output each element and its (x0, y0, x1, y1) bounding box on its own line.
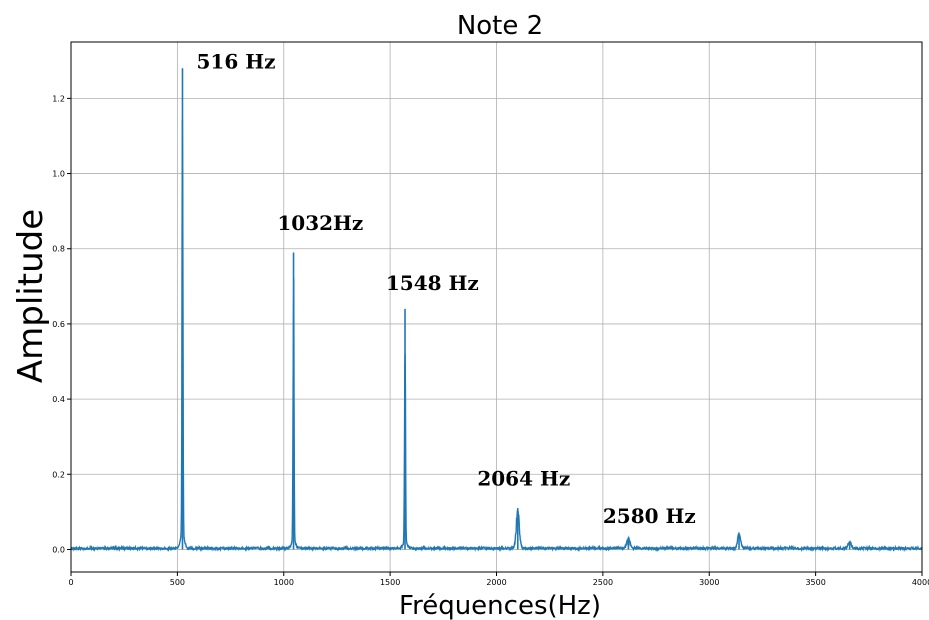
series-amplitude (70, 68, 923, 553)
peak-annotation: 516 Hz (197, 49, 276, 73)
y-tick-label: 0.2 (52, 470, 65, 479)
y-tick-label: 1.2 (52, 94, 65, 103)
y-tick-label: 0.6 (52, 320, 65, 329)
y-tick-label: 0.4 (52, 395, 65, 404)
y-tick-label: 0.8 (52, 245, 65, 254)
spectrum-line (70, 119, 923, 553)
x-tick-label: 3500 (805, 578, 825, 587)
grid (70, 42, 923, 572)
peak-annotation: 1032Hz (277, 211, 363, 235)
peak-annotation: 2064 Hz (477, 467, 570, 491)
y-axis-label: Amplitude (11, 209, 51, 383)
peak-annotation: 2580 Hz (603, 504, 696, 528)
chart-title: Note 2 (457, 11, 543, 41)
peak-annotations: 516 Hz 1032Hz 1548 Hz 2064 Hz 2580 Hz (197, 49, 696, 528)
y-tick-label: 0.0 (52, 545, 65, 554)
y-tick-label: 1.0 (52, 170, 65, 179)
x-tick-label: 2500 (593, 578, 613, 587)
x-tick-label: 2000 (486, 578, 506, 587)
x-tick-label: 1500 (380, 578, 400, 587)
y-axis-ticks: 0.0 0.2 0.4 0.6 0.8 1.0 1.2 (52, 94, 71, 554)
peak-annotation: 1548 Hz (386, 271, 479, 295)
x-tick-label: 500 (170, 578, 185, 587)
x-tick-label: 0 (68, 578, 73, 587)
x-tick-label: 3000 (699, 578, 719, 587)
x-tick-label: 1000 (274, 578, 294, 587)
x-axis-label: Fréquences(Hz) (399, 591, 601, 620)
